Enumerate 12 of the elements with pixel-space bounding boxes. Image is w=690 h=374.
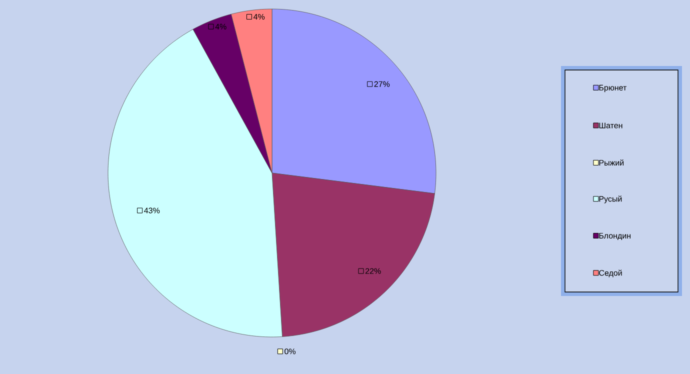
legend-label: Седой <box>599 270 622 278</box>
legend-label: Блондин <box>599 232 630 240</box>
data-label: 4% <box>215 24 226 30</box>
legend-label: Шатен <box>599 122 622 128</box>
legend-label: Рыжий <box>599 160 624 166</box>
legend-label: Брюнет <box>599 84 627 92</box>
data-label: 27% <box>374 81 390 87</box>
data-label: 22% <box>366 268 381 274</box>
text: 0% <box>284 348 296 354</box>
legend-label: Русый <box>599 196 622 204</box>
data-label: 4% <box>254 14 265 20</box>
data-label: 43% <box>144 208 160 214</box>
